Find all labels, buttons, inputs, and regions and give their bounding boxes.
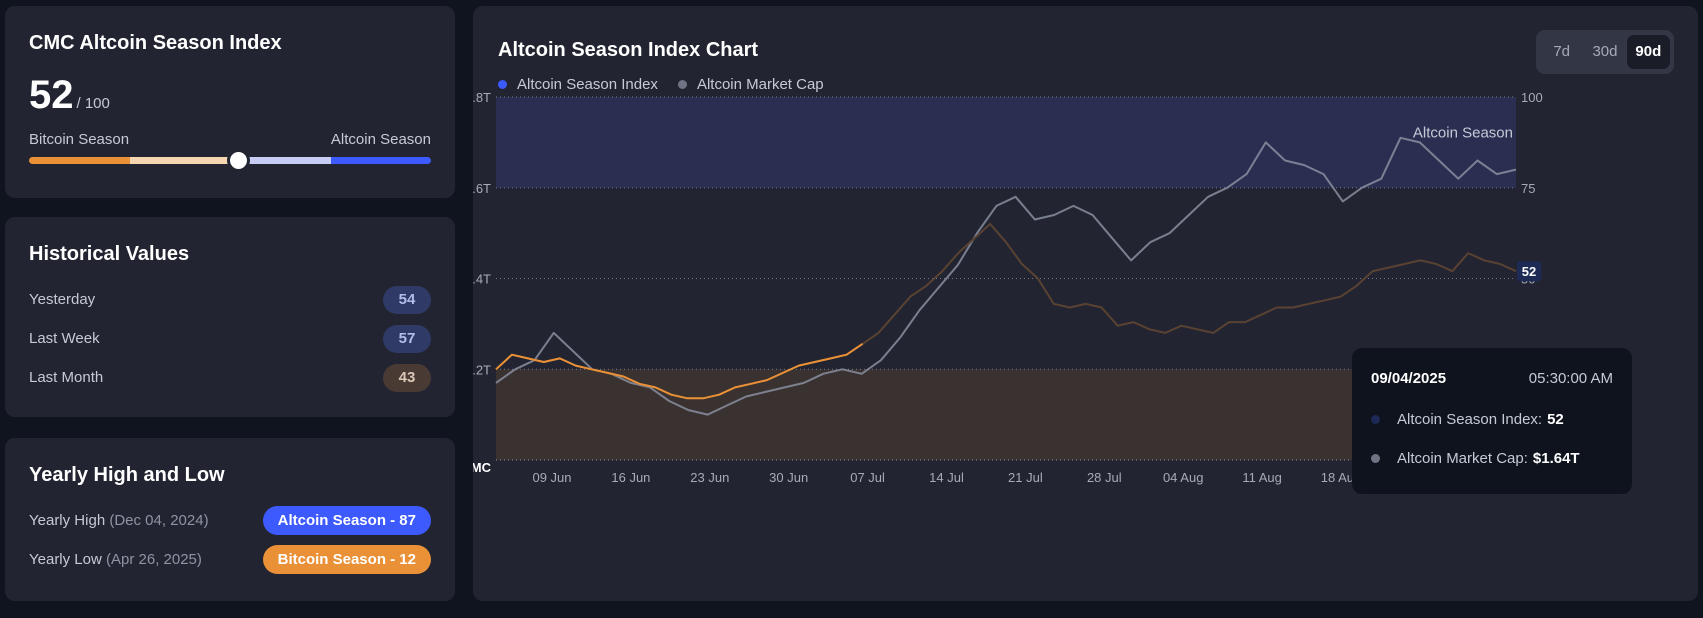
gauge-segment-bitcoin: [29, 157, 130, 164]
gauge-segment-bitcoin-light: [129, 157, 230, 164]
season-labels: Bitcoin Season Altcoin Season: [29, 131, 431, 148]
tab-30d[interactable]: 30d: [1592, 43, 1618, 60]
yearly-low-badge: Bitcoin Season - 12: [262, 545, 431, 574]
tooltip-date: 09/04/2025: [1371, 370, 1447, 387]
historical-list: Yesterday 54 Last Week 57 Last Month 43: [29, 280, 431, 397]
chart-title: Altcoin Season Index Chart: [498, 39, 759, 61]
index-card: CMC Altcoin Season Index 52 / 100 Bitcoi…: [5, 6, 455, 198]
tooltip-dot-icon: [1371, 454, 1380, 463]
left-tick-label: 1.4T: [473, 272, 491, 287]
chart-legend: Altcoin Season Index Altcoin Market Cap: [498, 76, 844, 93]
band-label: Altcoin Season: [1413, 124, 1513, 141]
tooltip-row-market-cap: Altcoin Market Cap: $1.64T: [1371, 450, 1613, 467]
tab-7d[interactable]: 7d: [1553, 43, 1570, 60]
chart-tooltip: 09/04/2025 05:30:00 AM Altcoin Season In…: [1352, 348, 1632, 494]
score-row: 52 / 100: [29, 73, 431, 117]
yearly-high-badge: Altcoin Season - 87: [262, 506, 431, 535]
x-tick-label: 09 Jun: [532, 470, 571, 485]
tooltip-index-value: 52: [1547, 411, 1564, 428]
historical-value-badge: 57: [383, 324, 431, 353]
x-tick-label: 04 Aug: [1163, 470, 1204, 485]
bitcoin-season-band: [496, 369, 1516, 460]
yearly-low-label: Yearly Low: [29, 551, 102, 568]
historical-row-last-month: Last Month 43: [29, 358, 431, 397]
tooltip-mcap-value: $1.64T: [1532, 450, 1580, 467]
last-value-text: 52: [1522, 264, 1536, 279]
index-line-highlight: [495, 342, 864, 400]
index-max: / 100: [76, 95, 110, 112]
left-tick-label: 1.6T: [473, 181, 491, 196]
x-tick-label: 18 Aug: [1321, 470, 1362, 485]
historical-row-last-week: Last Week 57: [29, 319, 431, 358]
historical-label: Last Week: [29, 330, 100, 347]
historical-row-yesterday: Yesterday 54: [29, 280, 431, 319]
yearly-high-label: Yearly High: [29, 512, 106, 529]
historical-values-card: Historical Values Yesterday 54 Last Week…: [5, 217, 455, 417]
x-tick-label: 28 Jul: [1087, 470, 1122, 485]
tooltip-header: 09/04/2025 05:30:00 AM: [1371, 370, 1613, 387]
tooltip-dot-icon: [1371, 415, 1380, 424]
bitcoin-season-label: Bitcoin Season: [29, 131, 130, 148]
gauge-segment-altcoin: [330, 157, 431, 164]
gauge-knob: [230, 152, 248, 169]
tooltip-index-label: Altcoin Season Index:: [1397, 411, 1543, 428]
legend-item-index[interactable]: Altcoin Season Index: [498, 76, 658, 93]
historical-title: Historical Values: [29, 243, 190, 265]
altcoin-season-band: [496, 97, 1516, 188]
x-tick-label: 21 Jul: [1008, 470, 1043, 485]
range-tabs: 7d 30d 90d: [1536, 30, 1674, 74]
tooltip-time: 05:30:00 AM: [1528, 370, 1613, 387]
yearly-high-text: Yearly High (Dec 04, 2024): [29, 512, 209, 529]
x-tick-label: 16 Jun: [611, 470, 650, 485]
market-cap-line: [495, 136, 1517, 416]
tab-90d[interactable]: 90d: [1626, 35, 1670, 69]
yearly-high-row: Yearly High (Dec 04, 2024) Altcoin Seaso…: [29, 501, 431, 540]
x-tick-label: 23 Jun: [690, 470, 729, 485]
left-tick-label: 1.8T: [473, 90, 491, 105]
yearly-low-row: Yearly Low (Apr 26, 2025) Bitcoin Season…: [29, 540, 431, 579]
yearly-list: Yearly High (Dec 04, 2024) Altcoin Seaso…: [29, 501, 431, 579]
altcoin-season-label: Altcoin Season: [330, 131, 431, 148]
x-tick-label: 11 Aug: [1242, 470, 1282, 485]
yearly-title: Yearly High and Low: [29, 464, 225, 486]
historical-value-badge: 43: [383, 363, 431, 392]
yearly-low-date: (Apr 26, 2025): [106, 551, 202, 568]
season-gauge: [29, 152, 431, 169]
yearly-high-low-card: Yearly High and Low Yearly High (Dec 04,…: [5, 438, 455, 601]
tooltip-mcap-label: Altcoin Market Cap:: [1397, 450, 1528, 467]
legend-dot-icon: [498, 80, 507, 89]
left-axis-label: AMC: [473, 460, 492, 475]
chart-card: 1.2T251.4T501.6T751.8T100AMCASI09 Jun16 …: [473, 6, 1698, 601]
legend-label: Altcoin Market Cap: [696, 76, 824, 93]
yearly-low-text: Yearly Low (Apr 26, 2025): [29, 551, 202, 568]
yearly-high-date: (Dec 04, 2024): [109, 512, 209, 529]
legend-dot-icon: [677, 80, 687, 89]
legend-item-market-cap[interactable]: Altcoin Market Cap: [677, 76, 824, 93]
right-tick-label: 100: [1521, 90, 1543, 105]
last-value-badge: [1517, 261, 1541, 282]
gauge-segment-altcoin-light: [230, 157, 331, 164]
x-tick-label: 07 Jul: [850, 470, 885, 485]
index-title: CMC Altcoin Season Index: [29, 32, 282, 54]
left-tick-label: 1.2T: [473, 362, 491, 377]
chart-canvas: 1.2T251.4T501.6T751.8T100AMCASI09 Jun16 …: [473, 90, 1543, 485]
x-tick-label: 30 Jun: [769, 470, 808, 485]
tooltip-row-index: Altcoin Season Index: 52: [1371, 411, 1613, 428]
legend-label: Altcoin Season Index: [517, 76, 658, 93]
historical-label: Last Month: [29, 369, 104, 386]
historical-label: Yesterday: [29, 291, 96, 308]
historical-value-badge: 54: [383, 285, 431, 314]
index-value: 52: [29, 73, 74, 117]
right-tick-label: 75: [1521, 181, 1535, 196]
x-tick-label: 14 Jul: [929, 470, 964, 485]
